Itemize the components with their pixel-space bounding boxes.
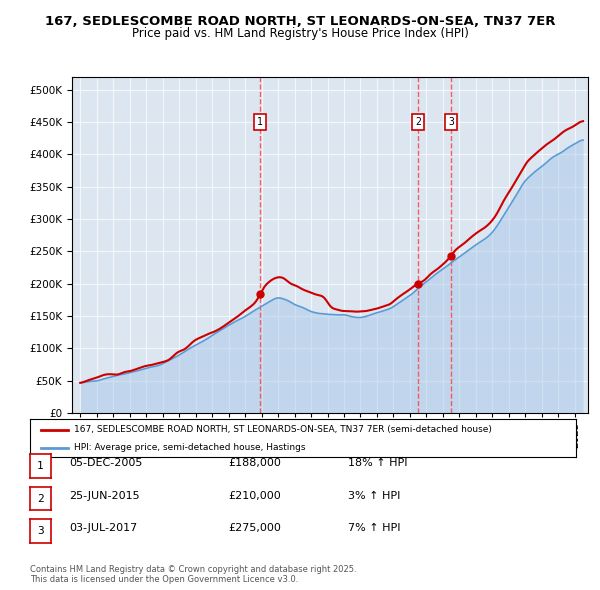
- Text: 1: 1: [257, 117, 263, 127]
- Text: 18% ↑ HPI: 18% ↑ HPI: [348, 458, 407, 468]
- Text: £210,000: £210,000: [228, 491, 281, 500]
- Text: 1: 1: [37, 461, 44, 471]
- Text: 3: 3: [37, 526, 44, 536]
- Text: HPI: Average price, semi-detached house, Hastings: HPI: Average price, semi-detached house,…: [74, 443, 305, 452]
- Text: 2: 2: [415, 117, 421, 127]
- Text: 25-JUN-2015: 25-JUN-2015: [69, 491, 140, 500]
- Text: 3% ↑ HPI: 3% ↑ HPI: [348, 491, 400, 500]
- Text: £275,000: £275,000: [228, 523, 281, 533]
- Text: £188,000: £188,000: [228, 458, 281, 468]
- Text: 7% ↑ HPI: 7% ↑ HPI: [348, 523, 401, 533]
- Text: 167, SEDLESCOMBE ROAD NORTH, ST LEONARDS-ON-SEA, TN37 7ER (semi-detached house): 167, SEDLESCOMBE ROAD NORTH, ST LEONARDS…: [74, 425, 491, 434]
- Text: Price paid vs. HM Land Registry's House Price Index (HPI): Price paid vs. HM Land Registry's House …: [131, 27, 469, 40]
- Text: Contains HM Land Registry data © Crown copyright and database right 2025.
This d: Contains HM Land Registry data © Crown c…: [30, 565, 356, 584]
- Text: 2: 2: [37, 494, 44, 503]
- Text: 05-DEC-2005: 05-DEC-2005: [69, 458, 142, 468]
- Text: 3: 3: [448, 117, 454, 127]
- Text: 167, SEDLESCOMBE ROAD NORTH, ST LEONARDS-ON-SEA, TN37 7ER: 167, SEDLESCOMBE ROAD NORTH, ST LEONARDS…: [45, 15, 555, 28]
- Text: 03-JUL-2017: 03-JUL-2017: [69, 523, 137, 533]
